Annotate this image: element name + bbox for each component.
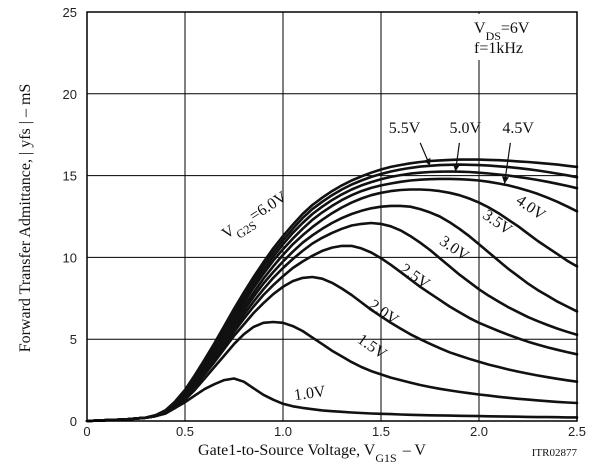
x-axis-label: Gate1-to-Source Voltage, VG1S – V xyxy=(198,442,426,465)
curve-label: 4.5V xyxy=(502,120,534,137)
series-line-2-0v xyxy=(85,275,579,423)
series-line-3-5v xyxy=(85,204,579,423)
x-tick-label: 0.5 xyxy=(176,424,194,439)
series-line-5-5v xyxy=(85,163,579,423)
series-line-2-5v xyxy=(85,244,579,423)
y-tick-labels: 0 5 10 15 20 25 xyxy=(63,5,77,429)
plot-frame xyxy=(86,11,578,422)
grid-lines xyxy=(87,12,577,421)
series-line-6-0v xyxy=(85,158,579,423)
label-arrow-head xyxy=(452,164,460,172)
label-arrow-head xyxy=(424,157,431,166)
series-line-1-5v xyxy=(85,320,579,423)
curve-label: 1.5V xyxy=(354,331,390,363)
y-tick-label: 10 xyxy=(63,250,77,265)
x-tick-label: 2.5 xyxy=(568,424,586,439)
series-line-1-0v xyxy=(85,377,579,423)
x-tick-label: 1.5 xyxy=(372,424,390,439)
curves-layer xyxy=(85,158,579,423)
y-tick-label: 15 xyxy=(63,169,77,184)
x-tick-label: 2.0 xyxy=(470,424,488,439)
x-tick-labels: 0 0.5 1.0 1.5 2.0 2.5 xyxy=(83,424,586,439)
x-tick-label: 1.0 xyxy=(274,424,292,439)
label-arrow-head xyxy=(502,176,509,184)
x-tick-label: 0 xyxy=(83,424,90,439)
curve-label: 1.0V xyxy=(293,383,327,404)
conditions-box xyxy=(470,14,574,60)
curve-label: 5.0V xyxy=(449,120,481,137)
frequency-condition: f=1kHz xyxy=(474,40,523,57)
curve-label: 2.0V xyxy=(366,297,402,329)
figure-code: ITR02877 xyxy=(532,447,578,459)
curve-label: 2.5V xyxy=(397,261,433,293)
y-axis-label: Forward Transfer Admittance, | yfs | – m… xyxy=(17,84,34,353)
curve-label: 3.5V xyxy=(479,207,515,239)
y-tick-label: 20 xyxy=(63,87,77,102)
vds-condition: VDS=6V xyxy=(474,20,530,43)
label-arrows xyxy=(419,142,511,184)
y-tick-label: 25 xyxy=(63,5,77,20)
y-tick-label: 0 xyxy=(70,414,77,429)
curve-label: 5.5V xyxy=(389,120,421,137)
series-line-3-0v xyxy=(85,221,579,423)
y-tick-label: 5 xyxy=(70,332,77,347)
series-line-5-0v xyxy=(85,170,579,423)
